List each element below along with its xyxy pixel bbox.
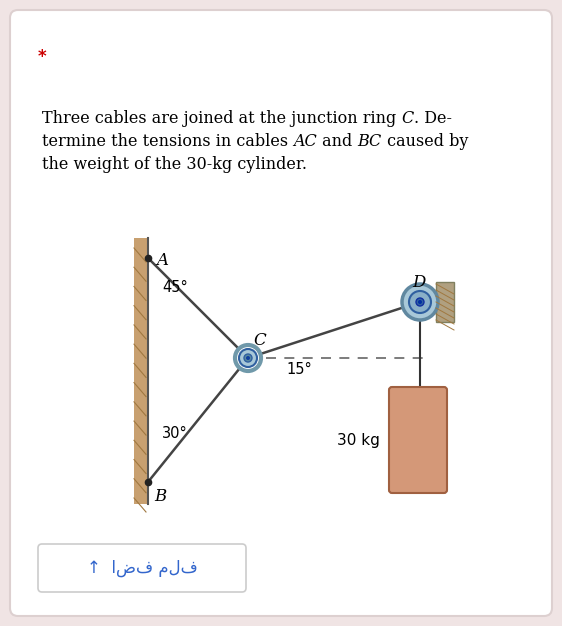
Text: Three cables are joined at the junction ring: Three cables are joined at the junction … bbox=[42, 110, 401, 127]
Text: termine the tensions in cables: termine the tensions in cables bbox=[42, 133, 293, 150]
Text: C: C bbox=[253, 332, 266, 349]
Text: B: B bbox=[154, 488, 166, 505]
Circle shape bbox=[418, 300, 422, 304]
Text: 30 kg: 30 kg bbox=[337, 433, 380, 448]
FancyBboxPatch shape bbox=[38, 544, 246, 592]
Text: C: C bbox=[401, 110, 414, 127]
Circle shape bbox=[239, 349, 257, 367]
Circle shape bbox=[246, 356, 250, 360]
Circle shape bbox=[244, 354, 252, 362]
Circle shape bbox=[409, 291, 431, 313]
FancyBboxPatch shape bbox=[389, 387, 447, 493]
Text: caused by: caused by bbox=[382, 133, 468, 150]
Text: 30°: 30° bbox=[162, 426, 188, 441]
Circle shape bbox=[416, 298, 424, 306]
FancyBboxPatch shape bbox=[134, 238, 148, 504]
Text: D: D bbox=[412, 274, 425, 291]
Circle shape bbox=[402, 284, 438, 320]
Circle shape bbox=[235, 345, 261, 371]
Polygon shape bbox=[436, 282, 454, 322]
Text: the weight of the 30-kg cylinder.: the weight of the 30-kg cylinder. bbox=[42, 156, 307, 173]
Text: 45°: 45° bbox=[162, 280, 188, 295]
Text: *: * bbox=[38, 48, 47, 66]
Text: and: and bbox=[317, 133, 357, 150]
Text: . De-: . De- bbox=[414, 110, 452, 127]
FancyBboxPatch shape bbox=[10, 10, 552, 616]
Text: ↑  اضف ملف: ↑ اضف ملف bbox=[87, 559, 197, 577]
Text: BC: BC bbox=[357, 133, 382, 150]
Text: 15°: 15° bbox=[286, 362, 312, 377]
Text: AC: AC bbox=[293, 133, 317, 150]
Text: A: A bbox=[156, 252, 168, 269]
